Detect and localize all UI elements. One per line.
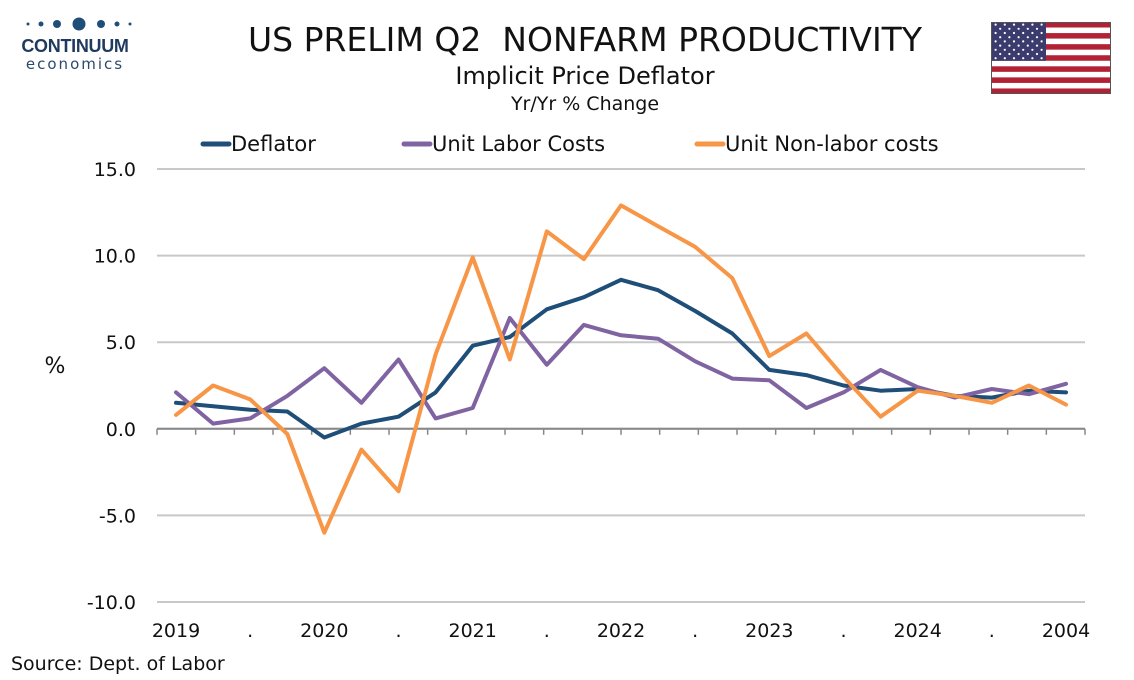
series-line-1: [174, 277, 1068, 440]
logo-subtitle: economics: [25, 55, 125, 73]
x-tick-label: .: [247, 620, 253, 642]
x-tick-label: .: [989, 620, 995, 642]
x-tick-label: .: [395, 620, 401, 642]
y-tick-label: -5.0: [99, 505, 136, 527]
x-tick-label: 2023: [745, 620, 793, 642]
series-line-2: [174, 316, 1068, 426]
x-tick-label: .: [692, 620, 698, 642]
source-note: Source: Dept. of Labor: [11, 653, 225, 675]
x-tick-label: .: [840, 620, 846, 642]
chart-subtitle: Implicit Price Deflator: [455, 62, 715, 90]
x-tick-label: 2022: [597, 620, 645, 642]
logo-name: CONTINUUM: [21, 36, 129, 56]
us-flag-icon: [991, 22, 1111, 94]
legend-label: Unit Non-labor costs: [725, 132, 939, 156]
y-tick-label: 5.0: [106, 332, 136, 354]
y-tick-label: 15.0: [94, 159, 136, 181]
x-tick-label: 2024: [893, 620, 941, 642]
chart-subsubtitle: Yr/Yr % Change: [510, 93, 660, 115]
logo-dots-icon: [26, 17, 132, 31]
legend-label: Deflator: [231, 132, 316, 156]
y-tick-label: 0.0: [106, 419, 136, 441]
y-axis-label: %: [45, 354, 66, 379]
x-tick-label: .: [544, 620, 550, 642]
y-tick-label: -10.0: [87, 592, 136, 614]
x-tick-label: 2020: [300, 620, 348, 642]
chart-title: US PRELIM Q2 NONFARM PRODUCTIVITY: [248, 20, 922, 59]
y-tick-label: 10.0: [94, 246, 136, 268]
x-tick-label: 2021: [448, 620, 496, 642]
x-tick-label: 2004: [1042, 620, 1090, 642]
series-line-3: [174, 203, 1068, 535]
legend-label: Unit Labor Costs: [432, 132, 605, 156]
continuum-logo: CONTINUUM economics: [10, 14, 140, 76]
x-tick-label: 2019: [152, 620, 200, 642]
